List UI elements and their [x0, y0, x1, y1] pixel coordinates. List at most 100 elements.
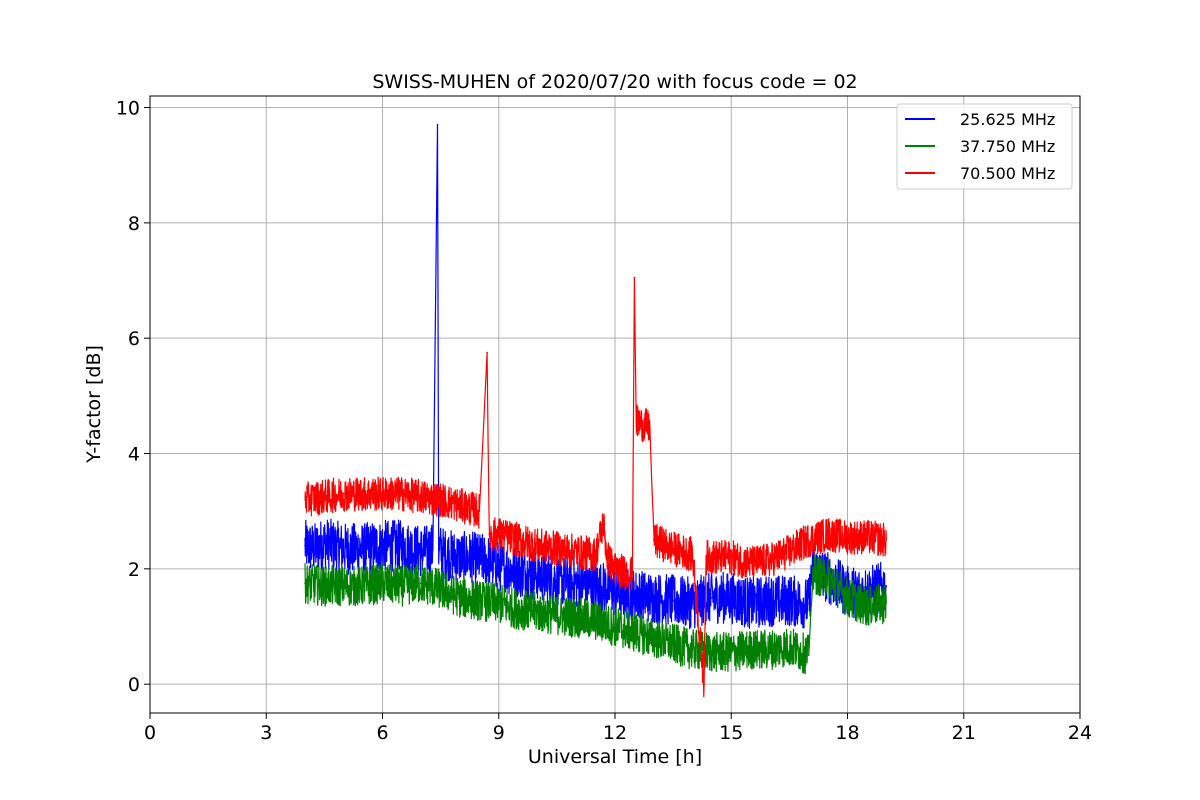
data-point	[536, 573, 539, 576]
data-point	[885, 585, 888, 587]
data-point	[362, 493, 364, 495]
data-point	[635, 420, 638, 423]
y-tick-label: 2	[128, 559, 140, 581]
data-point	[362, 585, 364, 587]
data-point	[827, 533, 829, 536]
data-point	[631, 573, 634, 576]
x-tick-label: 18	[835, 722, 859, 744]
x-axis-label: Universal Time [h]	[528, 746, 702, 768]
data-point	[602, 521, 605, 524]
data-point	[633, 631, 636, 634]
data-point	[575, 617, 578, 619]
data-point	[556, 614, 558, 616]
y-tick-label: 8	[128, 213, 140, 235]
y-tick-label: 6	[128, 328, 140, 350]
data-point	[420, 582, 423, 585]
data-point	[401, 585, 403, 587]
data-point	[633, 593, 636, 596]
x-tick-label: 12	[603, 722, 627, 744]
data-point	[486, 351, 488, 354]
data-point	[381, 544, 384, 547]
legend-label: 70.500 MHz	[960, 164, 1055, 183]
chart-title: SWISS-MUHEN of 2020/07/20 with focus cod…	[372, 71, 857, 93]
legend-label: 25.625 MHz	[960, 110, 1055, 129]
data-point	[459, 596, 461, 599]
data-point	[807, 539, 810, 541]
series-layer	[304, 124, 888, 698]
data-point	[711, 556, 713, 559]
data-point	[304, 498, 306, 501]
data-point	[437, 547, 440, 550]
series-line-70-500-mhz	[304, 277, 887, 698]
x-tick-label: 6	[376, 722, 388, 744]
x-tick-label: 15	[719, 722, 743, 744]
x-tick-label: 3	[260, 722, 272, 744]
y-axis-label: Y-factor [dB]	[83, 345, 105, 464]
data-point	[703, 683, 705, 685]
data-point	[401, 544, 403, 547]
data-point	[885, 602, 888, 605]
series-line-37-750-mhz	[304, 554, 887, 675]
data-point	[536, 544, 539, 547]
data-point	[436, 124, 439, 126]
data-point	[401, 493, 403, 495]
data-point	[614, 625, 616, 628]
legend: 25.625 MHz 37.750 MHz 70.500 MHz	[896, 103, 1073, 190]
data-point	[439, 498, 442, 501]
x-tick-label: 9	[493, 722, 505, 744]
data-point	[769, 599, 771, 602]
data-point	[633, 276, 636, 279]
data-point	[788, 645, 791, 648]
data-point	[536, 611, 539, 613]
data-point	[652, 596, 655, 599]
data-point	[672, 643, 674, 645]
data-point	[459, 504, 461, 507]
data-point	[575, 550, 578, 553]
data-point	[846, 596, 849, 599]
y-tick-label: 10	[116, 98, 140, 120]
data-point	[439, 588, 442, 590]
data-point	[342, 585, 345, 587]
data-point	[672, 547, 674, 550]
data-point	[323, 542, 326, 544]
data-point	[811, 573, 814, 576]
data-point	[691, 648, 694, 651]
data-point	[769, 559, 771, 561]
data-point	[478, 599, 481, 602]
data-point	[807, 602, 810, 605]
data-point	[556, 547, 558, 550]
x-tick-label: 24	[1068, 722, 1092, 744]
data-point	[827, 576, 829, 579]
data-point	[610, 588, 612, 590]
data-point	[614, 568, 616, 570]
data-point	[885, 539, 888, 541]
data-point	[478, 510, 481, 512]
data-point	[594, 553, 597, 556]
data-point	[749, 648, 752, 651]
data-point	[652, 637, 655, 639]
data-point	[304, 544, 306, 547]
data-point	[769, 648, 771, 651]
data-point	[381, 582, 384, 585]
y-tick-label: 4	[128, 444, 140, 466]
data-point	[362, 547, 364, 550]
data-point	[313, 547, 316, 550]
data-point	[420, 550, 423, 553]
data-point	[711, 651, 713, 654]
data-point	[488, 533, 490, 536]
data-point	[497, 533, 500, 536]
data-point	[705, 556, 707, 559]
data-point	[517, 570, 519, 573]
x-tick-label: 21	[952, 722, 976, 744]
data-point	[323, 495, 326, 498]
data-point	[517, 608, 519, 611]
data-point	[575, 582, 578, 585]
series-line-25-625-mhz	[304, 124, 887, 630]
data-point	[432, 547, 434, 550]
data-point	[470, 556, 473, 559]
data-point	[342, 493, 345, 495]
data-point	[594, 585, 597, 587]
data-point	[807, 654, 810, 657]
